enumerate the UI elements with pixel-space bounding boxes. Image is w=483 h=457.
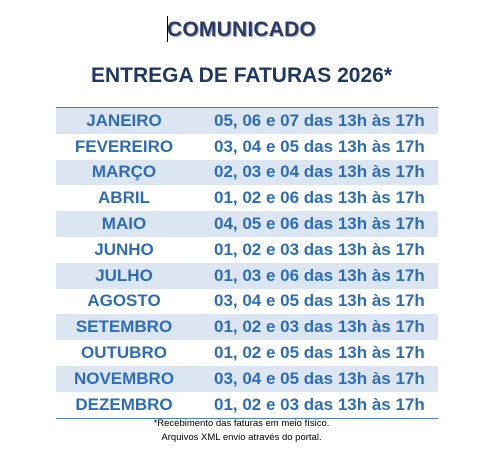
document-title: COMUNICADO xyxy=(167,18,316,41)
month-cell: AGOSTO xyxy=(87,291,161,311)
dates-cell: 01, 02 e 03 das 13h às 17h xyxy=(214,394,425,414)
table-row: ABRIL 01, 02 e 06 das 13h às 17h xyxy=(56,185,438,211)
month-cell: ABRIL xyxy=(98,188,150,208)
dates-cell: 01, 03 e 06 das 13h às 17h xyxy=(214,265,425,285)
month-cell: MAIO xyxy=(101,214,147,234)
dates-cell: 01, 02 e 05 das 13h às 17h xyxy=(214,343,425,363)
dates-cell: 02, 03 e 04 das 13h às 17h xyxy=(214,162,425,182)
table-row: JANEIRO 05, 06 e 07 das 13h às 17h xyxy=(56,108,438,134)
document-subtitle: ENTREGA DE FATURAS 2026* xyxy=(90,64,393,87)
footnote-physical-delivery: *Recebimento das faturas em meio físico. xyxy=(153,418,330,429)
table-row: AGOSTO 03, 04 e 05 das 13h às 17h xyxy=(56,289,438,315)
dates-cell: 01, 02 e 03 das 13h às 17h xyxy=(214,317,425,337)
dates-cell: 03, 04 e 05 das 13h às 17h xyxy=(214,136,425,156)
month-cell: JUNHO xyxy=(94,239,154,259)
month-cell: OUTUBRO xyxy=(81,343,167,363)
table-row: JUNHO 01, 02 e 03 das 13h às 17h xyxy=(56,237,438,263)
table-row: JULHO 01, 03 e 06 das 13h às 17h xyxy=(56,262,438,289)
dates-cell: 05, 06 e 07 das 13h às 17h xyxy=(214,110,425,130)
month-cell: FEVEREIRO xyxy=(74,136,174,156)
text-cursor xyxy=(167,16,168,42)
dates-cell: 04, 05 e 06 das 13h às 17h xyxy=(214,214,425,234)
table-row: FEVEREIRO 03, 04 e 05 das 13h às 17h xyxy=(56,134,438,160)
month-cell: DEZEMBRO xyxy=(75,394,173,414)
month-cell: JULHO xyxy=(95,265,153,285)
month-cell: JANEIRO xyxy=(86,110,162,130)
month-cell: SETEMBRO xyxy=(75,317,173,337)
footnote-xml-portal: Arquivos XML envio através do portal. xyxy=(161,432,322,443)
dates-cell: 01, 02 e 06 das 13h às 17h xyxy=(214,188,425,208)
dates-cell: 03, 04 e 05 das 13h às 17h xyxy=(214,291,425,311)
schedule-table: JANEIRO 05, 06 e 07 das 13h às 17h FEVER… xyxy=(56,107,438,419)
table-row: OUTUBRO 01, 02 e 05 das 13h às 17h xyxy=(56,340,438,366)
month-cell: NOVEMBRO xyxy=(73,368,175,388)
table-row: SETEMBRO 01, 02 e 03 das 13h às 17h xyxy=(56,314,438,341)
table-row: DEZEMBRO 01, 02 e 03 das 13h às 17h xyxy=(56,392,438,418)
table-row: MAIO 04, 05 e 06 das 13h às 17h xyxy=(56,211,438,237)
dates-cell: 03, 04 e 05 das 13h às 17h xyxy=(214,368,425,388)
table-row: MARÇO 02, 03 e 04 das 13h às 17h xyxy=(56,159,438,186)
month-cell: MARÇO xyxy=(91,162,157,182)
table-row: NOVEMBRO 03, 04 e 05 das 13h às 17h xyxy=(56,365,438,392)
dates-cell: 01, 02 e 03 das 13h às 17h xyxy=(214,239,425,259)
